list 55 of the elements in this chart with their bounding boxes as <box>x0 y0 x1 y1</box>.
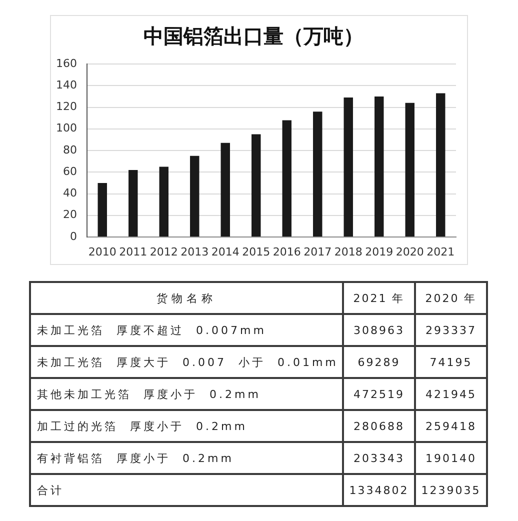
bar <box>374 96 384 236</box>
bar <box>282 120 292 236</box>
data-label: 293337 <box>415 314 487 346</box>
category-label: 有衬背铝箔 厚度小于 0.2mm <box>30 442 343 474</box>
bar <box>436 93 446 236</box>
data-label: 308963 <box>343 314 415 346</box>
bar <box>252 134 261 236</box>
category-label: 其他未加工光箔 厚度小于 0.2mm <box>30 378 343 410</box>
bar <box>313 112 322 236</box>
y-tick-label: 80 <box>63 143 77 156</box>
y-tick-label: 20 <box>63 208 77 222</box>
x-tick-label: 2016 <box>272 245 301 258</box>
x-tick-label: 2017 <box>304 245 332 258</box>
x-tick-label: 2020 <box>396 245 424 258</box>
x-tick-label: 2019 <box>365 245 394 258</box>
text: 2021 年 <box>343 282 415 314</box>
category-label: 加工过的光箔 厚度小于 0.2mm <box>30 410 343 442</box>
data-label: 259418 <box>415 410 487 442</box>
y-tick-label: 160 <box>56 56 77 70</box>
data-label: 421945 <box>415 378 487 410</box>
text: 货物名称 <box>30 282 343 314</box>
bar <box>98 182 107 236</box>
data-label: 472519 <box>343 378 415 410</box>
category-label: 合计 <box>30 474 343 506</box>
y-tick-label: 100 <box>56 122 77 135</box>
y-tick-label: 120 <box>56 100 77 114</box>
text: 2020 年 <box>415 282 487 314</box>
category-label: 未加工光箔 厚度不超过 0.007mm <box>30 314 343 346</box>
bar <box>190 156 200 236</box>
bar <box>405 102 414 236</box>
data-label: 280688 <box>343 410 415 442</box>
x-tick-label: 2015 <box>242 245 270 258</box>
bar <box>159 166 168 236</box>
data-label: 203343 <box>343 442 415 474</box>
x-tick-label: 2014 <box>211 245 240 258</box>
x-tick-label: 2021 <box>426 245 455 258</box>
x-tick-label: 2013 <box>180 245 209 258</box>
data-label: 1334802 <box>343 474 415 506</box>
bar <box>128 170 138 236</box>
x-tick-label: 2011 <box>119 245 148 258</box>
category-label: 未加工光箔 厚度大于 0.007 小于 0.01mm <box>30 346 343 378</box>
y-tick-label: 0 <box>70 230 77 243</box>
y-tick-label: 60 <box>63 164 77 178</box>
x-tick-label: 2010 <box>88 245 116 258</box>
data-label: 1239035 <box>415 474 487 506</box>
bar <box>344 98 353 236</box>
bar <box>220 142 230 236</box>
x-tick-label: 2018 <box>334 245 362 258</box>
data-label: 69289 <box>343 346 415 378</box>
data-label: 74195 <box>415 346 487 378</box>
y-tick-label: 40 <box>63 186 77 200</box>
chart-title: 中国铝箔出口量（万吨） <box>144 24 364 48</box>
x-tick-label: 2012 <box>150 245 178 258</box>
data-label: 190140 <box>415 442 487 474</box>
y-tick-label: 140 <box>56 78 77 92</box>
